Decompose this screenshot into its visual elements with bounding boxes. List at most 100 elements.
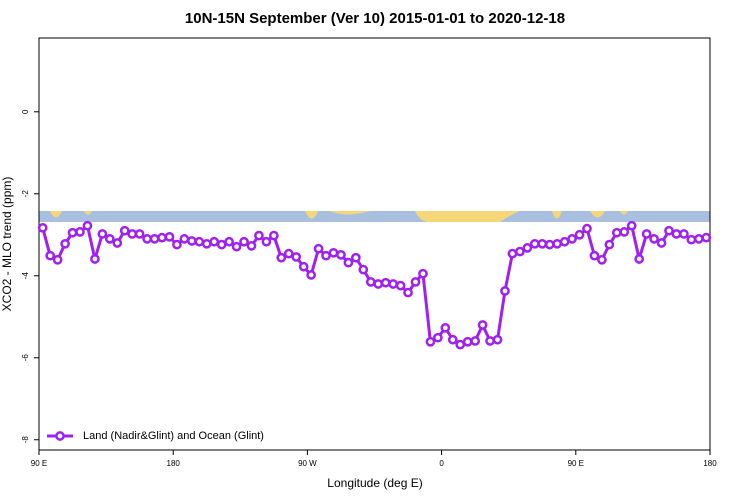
data-point — [142, 234, 152, 244]
data-point — [664, 225, 674, 236]
data-point — [373, 279, 384, 289]
data-point — [172, 239, 182, 250]
data-point — [522, 243, 533, 253]
data-point — [410, 277, 421, 287]
data-point — [261, 236, 272, 247]
x-tick-label: 180 — [703, 459, 717, 468]
data-point — [127, 229, 138, 239]
data-point — [388, 279, 398, 289]
data-point — [298, 261, 309, 272]
data-point — [582, 223, 592, 234]
data-point — [216, 239, 227, 250]
data-point — [537, 238, 548, 249]
data-point — [67, 227, 78, 238]
y-tick-label: 0 — [21, 109, 30, 114]
data-point — [641, 229, 652, 239]
x-tick-label: 90 E — [31, 459, 47, 468]
y-tick-label: -8 — [21, 436, 30, 444]
data-point — [254, 230, 264, 241]
data-point — [313, 243, 324, 254]
data-point — [544, 239, 555, 250]
data-point — [149, 234, 160, 244]
data-point — [500, 286, 510, 296]
legend-label: Land (Nadir&Glint) and Ocean (Glint) — [83, 430, 264, 442]
data-point — [604, 239, 615, 250]
data-point — [686, 234, 697, 245]
data-point — [619, 227, 630, 237]
data-point — [365, 277, 376, 287]
data-point — [104, 234, 115, 244]
data-point — [276, 252, 287, 263]
data-point — [425, 336, 436, 347]
data-point — [701, 232, 712, 243]
data-point — [634, 254, 645, 264]
data-point — [574, 229, 585, 240]
data-point — [515, 246, 525, 257]
data-point — [380, 277, 391, 288]
data-point — [649, 234, 659, 244]
data-point — [418, 268, 428, 279]
y-tick-label: -6 — [21, 354, 30, 362]
data-point — [164, 231, 175, 242]
data-point — [455, 339, 466, 350]
data-point — [477, 320, 488, 330]
data-point — [246, 240, 257, 251]
data-point — [433, 332, 443, 343]
x-tick-label: 90 E — [568, 459, 584, 468]
data-point — [358, 264, 369, 275]
data-point — [611, 227, 622, 238]
data-point — [179, 234, 190, 244]
data-point — [626, 220, 637, 231]
y-tick-label: -4 — [21, 272, 30, 280]
data-point — [447, 334, 458, 345]
data-point — [45, 250, 56, 261]
data-point — [52, 254, 63, 265]
data-point — [157, 232, 167, 243]
data-point — [336, 250, 346, 260]
data-point — [291, 252, 302, 262]
x-tick-label: 90 W — [298, 459, 317, 468]
data-point — [693, 234, 704, 244]
x-axis-label: Longitude (deg E) — [327, 476, 422, 490]
data-point — [194, 236, 205, 247]
data-point — [119, 225, 130, 236]
data-point — [679, 229, 689, 239]
plot-frame — [38, 37, 711, 451]
data-point — [112, 238, 123, 248]
data-point — [351, 252, 361, 263]
data-point — [209, 236, 220, 247]
x-tick-label: 180 — [167, 459, 181, 468]
data-point — [507, 248, 518, 259]
data-point — [343, 257, 354, 268]
legend-marker — [55, 431, 65, 441]
data-point — [224, 236, 234, 247]
data-point — [134, 229, 145, 239]
data-point — [283, 248, 294, 259]
data-point — [589, 250, 600, 261]
data-point — [269, 230, 279, 241]
data-point — [403, 287, 413, 298]
data-point — [186, 236, 197, 246]
coverage-band — [39, 211, 710, 222]
data-point — [395, 280, 406, 291]
data-point — [567, 234, 577, 244]
data-point — [485, 336, 495, 346]
data-point — [529, 238, 540, 249]
data-point — [552, 238, 563, 249]
data-point — [60, 238, 70, 249]
y-axis-label: XCO2 - MLO trend (ppm) — [0, 177, 14, 312]
data-point — [239, 236, 249, 247]
data-point — [231, 241, 242, 252]
data-point — [306, 270, 316, 280]
data-point — [559, 236, 570, 247]
y-tick-label: -2 — [21, 190, 30, 198]
data-point — [97, 229, 108, 239]
x-tick-label: 0 — [439, 459, 444, 468]
chart-title: 10N-15N September (Ver 10) 2015-01-01 to… — [185, 10, 565, 27]
data-point — [470, 336, 480, 346]
data-point — [90, 254, 100, 264]
data-point — [82, 220, 93, 231]
data-point — [462, 336, 473, 347]
